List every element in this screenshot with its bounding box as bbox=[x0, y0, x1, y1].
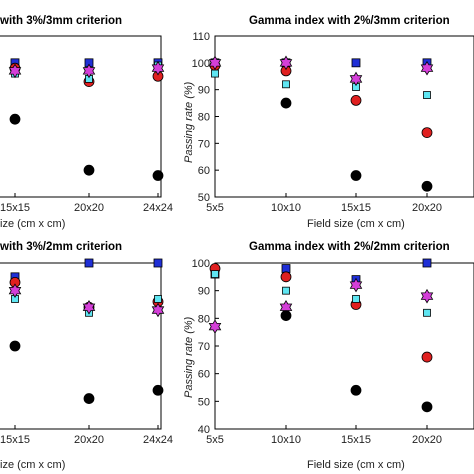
panel-bottom-left: with 3%/2mm criterion ize (cm x cm) 15x1… bbox=[0, 241, 173, 471]
y-tick-label: 60 bbox=[198, 165, 210, 177]
y-tick-label: 50 bbox=[198, 192, 210, 204]
data-point bbox=[211, 69, 219, 78]
data-point bbox=[152, 170, 164, 181]
data-point bbox=[279, 55, 293, 71]
data-point bbox=[422, 258, 432, 268]
data-point bbox=[352, 295, 360, 303]
x-axis-label: Field size (cm x cm) bbox=[307, 218, 405, 230]
plot-area bbox=[0, 35, 162, 198]
x-tick-label: 10x10 bbox=[271, 202, 301, 214]
x-tick-label: 24x24 bbox=[143, 434, 173, 446]
y-tick-label: 110 bbox=[192, 31, 210, 43]
data-point bbox=[8, 63, 22, 79]
panel-title: with 3%/2mm criterion bbox=[0, 241, 122, 253]
y-tick-label: 80 bbox=[198, 112, 210, 124]
y-tick-label: 60 bbox=[198, 369, 210, 381]
panel-bottom-right: Gamma index with 2%/2mm criterion Field … bbox=[183, 241, 474, 471]
data-point bbox=[280, 97, 292, 109]
data-point bbox=[350, 170, 362, 181]
data-point bbox=[280, 310, 292, 321]
data-point bbox=[423, 91, 431, 99]
panel-top-right: Gamma index with 2%/3mm criterion Field … bbox=[183, 15, 474, 230]
y-tick-label: 100 bbox=[192, 258, 210, 270]
panel-title: Gamma index with 2%/3mm criterion bbox=[249, 15, 450, 27]
data-point bbox=[349, 71, 363, 87]
data-point bbox=[280, 271, 292, 283]
data-point bbox=[9, 340, 21, 352]
data-point bbox=[421, 127, 433, 139]
data-point bbox=[208, 319, 222, 334]
x-tick-label: 5x5 bbox=[206, 202, 224, 214]
data-point bbox=[211, 270, 219, 278]
x-axis-label: Field size (cm x cm) bbox=[307, 459, 405, 471]
plot-area bbox=[0, 262, 162, 430]
data-point bbox=[8, 283, 22, 299]
data-point bbox=[350, 95, 362, 106]
y-tick-label: 50 bbox=[198, 396, 210, 408]
x-tick-label: 5x5 bbox=[206, 434, 224, 446]
y-tick-label: 90 bbox=[198, 85, 210, 97]
y-axis-label: Passing rate (%) bbox=[183, 316, 195, 398]
x-tick-label: 15x15 bbox=[341, 202, 371, 214]
y-tick-label: 90 bbox=[198, 286, 210, 298]
data-point bbox=[421, 180, 433, 192]
data-point bbox=[423, 308, 431, 317]
data-point bbox=[281, 264, 291, 273]
x-axis-label: ize (cm x cm) bbox=[0, 459, 65, 471]
plot-area bbox=[214, 35, 474, 198]
panel-title: Gamma index with 2%/2mm criterion bbox=[249, 241, 450, 253]
plot-area bbox=[214, 262, 474, 430]
data-point bbox=[83, 393, 95, 404]
x-tick-label: 15x15 bbox=[341, 434, 371, 446]
x-tick-label: 20x20 bbox=[74, 202, 104, 214]
data-point bbox=[208, 55, 222, 71]
x-tick-label: 20x20 bbox=[412, 434, 442, 446]
data-point bbox=[420, 288, 434, 304]
x-tick-label: 20x20 bbox=[74, 434, 104, 446]
data-point bbox=[351, 58, 361, 68]
x-tick-label: 15x15 bbox=[0, 202, 30, 214]
x-axis-label: ize (cm x cm) bbox=[0, 218, 65, 230]
panel-top-left: with 3%/3mm criterion ize (cm x cm) 15x1… bbox=[0, 15, 173, 230]
data-point bbox=[282, 286, 290, 295]
x-tick-label: 20x20 bbox=[412, 202, 442, 214]
data-point bbox=[84, 258, 94, 268]
y-tick-label: 70 bbox=[198, 341, 210, 353]
y-axis-label: Passing rate (%) bbox=[183, 81, 195, 163]
data-point bbox=[83, 164, 95, 176]
data-point bbox=[154, 295, 162, 303]
x-tick-label: 24x24 bbox=[143, 202, 173, 214]
y-tick-label: 80 bbox=[198, 313, 210, 325]
data-point bbox=[421, 401, 433, 413]
data-point bbox=[350, 384, 362, 396]
data-point bbox=[282, 80, 290, 89]
data-point bbox=[151, 60, 165, 76]
y-tick-label: 70 bbox=[198, 138, 210, 150]
y-tick-label: 100 bbox=[192, 58, 210, 70]
data-point bbox=[9, 113, 21, 125]
data-point bbox=[349, 277, 363, 293]
data-point bbox=[151, 302, 165, 318]
data-point bbox=[152, 384, 164, 396]
data-point bbox=[153, 258, 163, 268]
data-point bbox=[421, 351, 433, 363]
y-tick-label: 40 bbox=[198, 424, 210, 436]
panel-title: with 3%/3mm criterion bbox=[0, 15, 122, 27]
data-point bbox=[82, 300, 96, 315]
x-tick-label: 10x10 bbox=[271, 434, 301, 446]
data-point bbox=[420, 60, 434, 76]
data-point bbox=[82, 63, 96, 79]
x-tick-label: 15x15 bbox=[0, 434, 30, 446]
